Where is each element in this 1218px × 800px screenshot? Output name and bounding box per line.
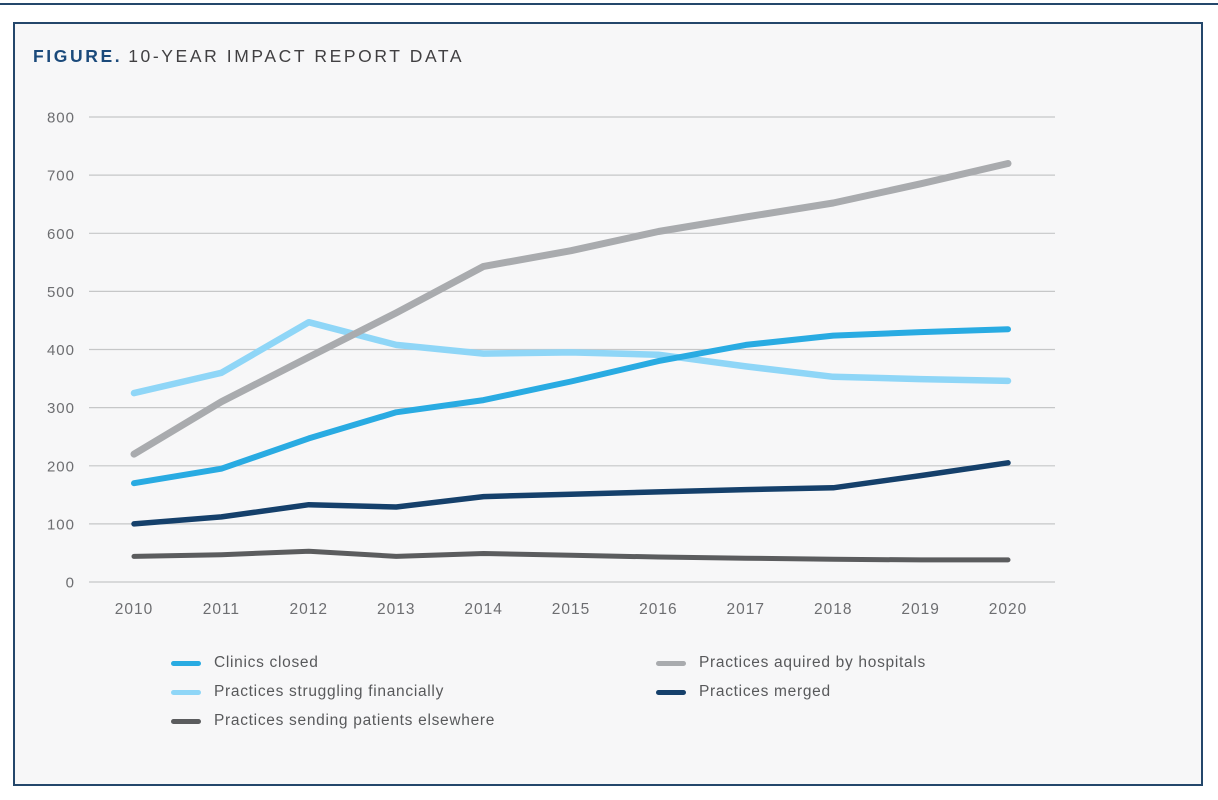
legend-item: Clinics closed <box>171 653 495 673</box>
y-tick-label: 400 <box>47 342 75 359</box>
figure-title-text: 10-YEAR IMPACT REPORT DATA <box>128 46 465 66</box>
y-tick-label: 700 <box>47 168 75 185</box>
x-tick-label: 2014 <box>464 601 502 618</box>
x-tick-label: 2020 <box>989 601 1027 618</box>
legend-swatch-practices-struggling <box>171 689 201 695</box>
y-tick-label: 800 <box>47 110 75 127</box>
series-line-practices-sending-patients-elsewhere <box>131 548 1011 563</box>
x-tick-label: 2019 <box>901 601 939 618</box>
legend-label: Practices struggling financially <box>214 683 445 700</box>
x-tick-label: 2011 <box>203 601 240 618</box>
top-rule <box>0 3 1218 5</box>
legend-label: Practices aquired by hospitals <box>699 654 926 671</box>
series-line-practices-struggling-financially <box>130 318 1012 397</box>
series-line-practices-merged <box>131 460 1011 527</box>
legend-swatch-practices-merged <box>656 689 686 695</box>
legend-swatch-patients-elsewhere <box>171 718 201 724</box>
series-line-clinics-closed <box>131 326 1011 487</box>
figure-label: FIGURE. <box>33 46 123 66</box>
legend-item: Practices aquired by hospitals <box>656 653 926 673</box>
series-line-practices-aquired-by-hospitals <box>130 160 1012 458</box>
y-tick-label: 0 <box>66 575 75 592</box>
x-tick-label: 2015 <box>552 601 590 618</box>
x-tick-label: 2013 <box>377 601 415 618</box>
legend-label: Clinics closed <box>214 654 319 671</box>
y-tick-label: 600 <box>47 226 75 243</box>
legend-item: Practices merged <box>656 682 926 702</box>
legend-column-left: Clinics closed Practices struggling fina… <box>171 653 495 731</box>
legend-item: Practices struggling financially <box>171 682 495 702</box>
y-tick-label: 200 <box>47 458 75 475</box>
legend-swatch-clinics-closed <box>171 660 201 666</box>
x-tick-label: 2010 <box>115 601 153 618</box>
x-tick-label: 2012 <box>290 601 328 618</box>
line-chart: 0 100 200 300 400 500 600 700 800 2010 2011 2012 201… <box>47 110 1055 618</box>
y-tick-label: 100 <box>47 516 75 533</box>
x-tick-label: 2018 <box>814 601 852 618</box>
legend-column-right: Practices aquired by hospitals Practices… <box>656 653 926 702</box>
x-tick-label: 2016 <box>639 601 677 618</box>
figure-card: FIGURE. 10-YEAR IMPACT REPORT DATA 0 100 20… <box>13 22 1203 786</box>
legend-label: Practices sending patients elsewhere <box>214 712 496 729</box>
x-tick-label: 2017 <box>727 601 765 618</box>
figure-title: FIGURE. 10-YEAR IMPACT REPORT DATA <box>33 46 464 67</box>
legend-item: Practices sending patients elsewhere <box>171 711 495 731</box>
legend-label: Practices merged <box>699 683 831 700</box>
legend-swatch-acquired-by-hospitals <box>656 660 686 666</box>
y-tick-label: 500 <box>47 284 75 301</box>
y-tick-label: 300 <box>47 400 75 417</box>
